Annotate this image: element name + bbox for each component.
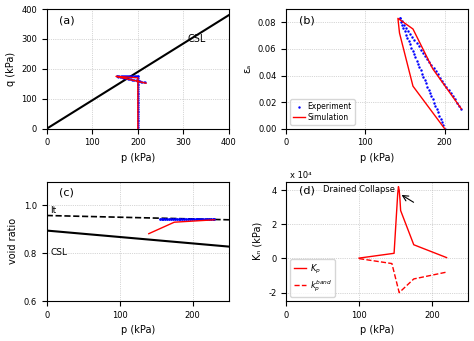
Experiment [397, 16, 402, 20]
Simulation [404, 60, 410, 64]
Text: CSL: CSL [50, 248, 67, 256]
Experiment [422, 78, 428, 82]
Simulation [402, 21, 408, 25]
X-axis label: p (kPa): p (kPa) [121, 325, 155, 336]
Text: CSL: CSL [188, 34, 206, 44]
Experiment [406, 39, 411, 43]
X-axis label: p (kPa): p (kPa) [360, 325, 394, 336]
Simulation [442, 127, 447, 131]
Simulation [455, 101, 460, 105]
Experiment [458, 107, 464, 111]
Line: Experiment: Experiment [399, 17, 462, 130]
Legend: $K_p$, $k_p^{band}$: $K_p$, $k_p^{band}$ [291, 259, 335, 297]
Y-axis label: void ratio: void ratio [8, 218, 18, 264]
Experiment [441, 82, 447, 86]
Experiment [417, 65, 422, 69]
Text: (d): (d) [299, 185, 315, 195]
Experiment [398, 19, 404, 24]
Simulation [458, 107, 464, 111]
Text: It: It [50, 206, 56, 215]
Text: Drained Collapse: Drained Collapse [323, 185, 395, 194]
Line: Simulation: Simulation [398, 18, 461, 129]
Legend: Experiment, Simulation: Experiment, Simulation [290, 99, 355, 125]
Simulation [396, 24, 401, 28]
Simulation [395, 16, 401, 20]
Text: (c): (c) [59, 188, 74, 197]
Simulation [442, 84, 448, 88]
Text: (b): (b) [299, 15, 315, 25]
Y-axis label: q (kPa): q (kPa) [6, 52, 16, 86]
Y-axis label: Kₙ (kPa): Kₙ (kPa) [253, 222, 263, 261]
X-axis label: p (kPa): p (kPa) [121, 153, 155, 163]
Experiment [454, 101, 460, 105]
Y-axis label: εₐ: εₐ [242, 64, 252, 73]
Text: (a): (a) [59, 15, 75, 25]
Text: x 10⁴: x 10⁴ [290, 171, 311, 180]
X-axis label: p (kPa): p (kPa) [360, 153, 394, 163]
Simulation [410, 84, 416, 88]
Experiment [442, 127, 447, 131]
